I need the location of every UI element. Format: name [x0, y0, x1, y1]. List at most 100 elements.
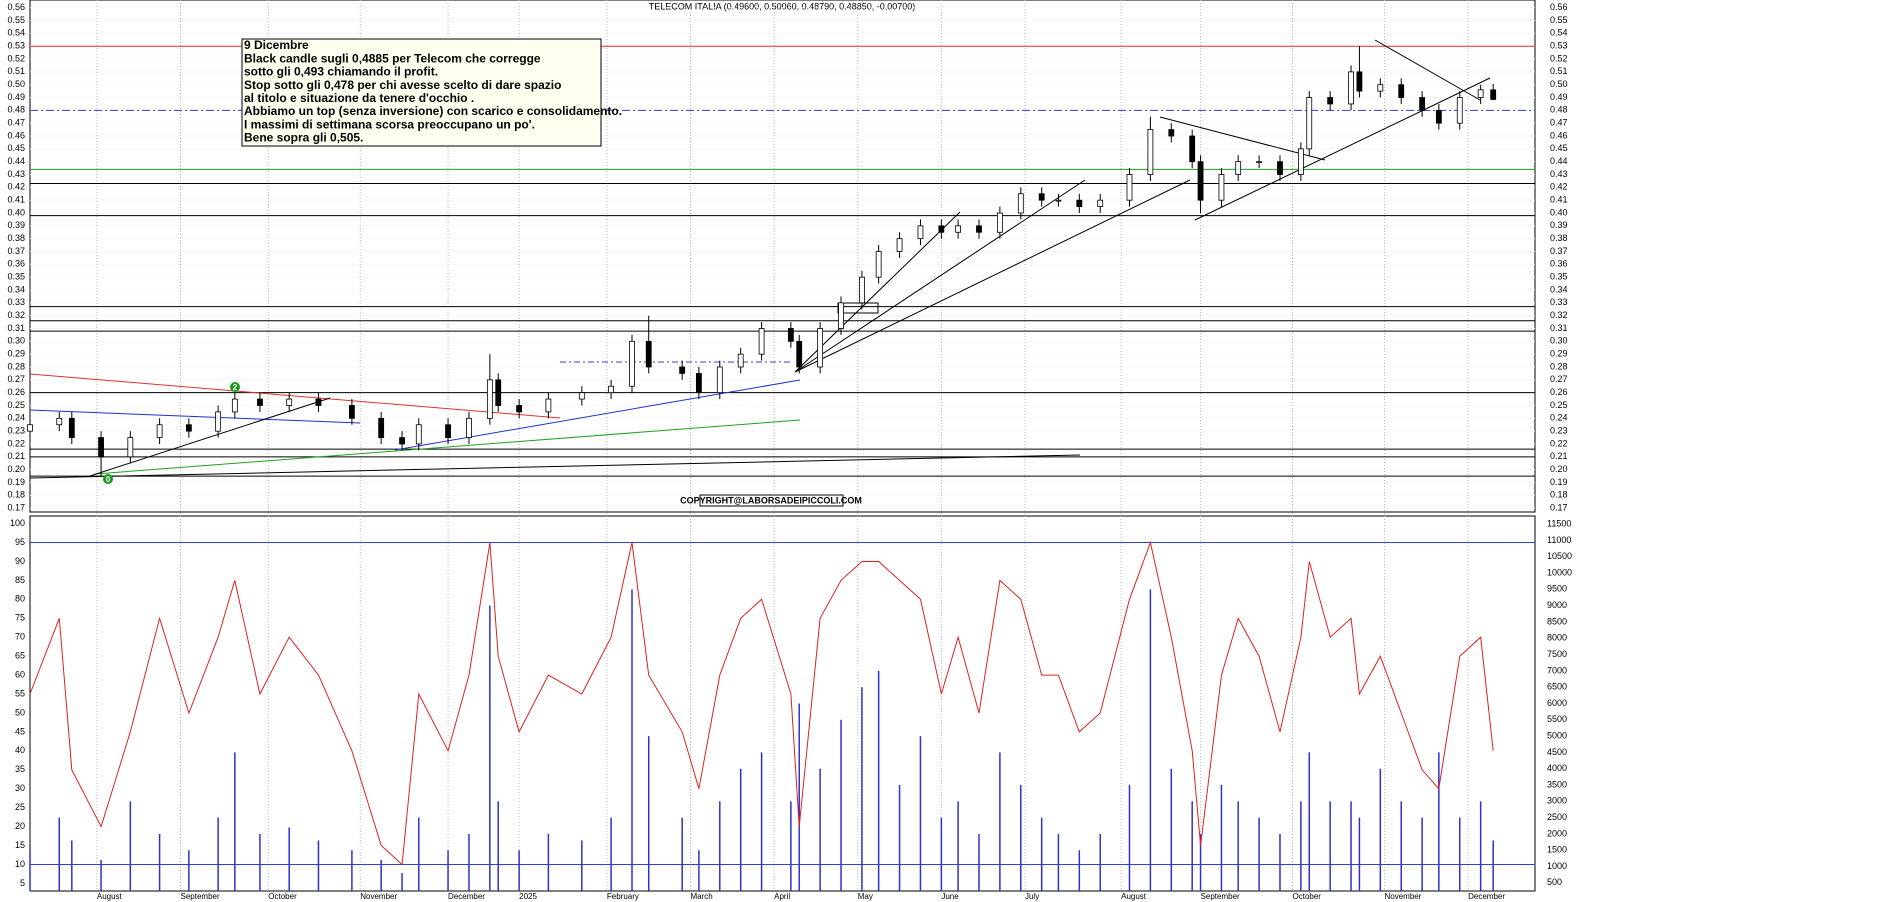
y2-tick-label: 3000: [1547, 796, 1567, 806]
candle-body: [917, 225, 924, 240]
y-tick-label: 0.42: [7, 182, 25, 192]
y-tick-label: 0.52: [7, 53, 25, 63]
y-tick-label: 45: [15, 726, 25, 736]
y-tick-label: 0.22: [1550, 438, 1568, 448]
x-tick-label: October: [268, 892, 297, 901]
candle-body: [608, 385, 614, 394]
y-tick-label: 25: [15, 802, 25, 812]
y-tick-label: 0.37: [7, 246, 25, 256]
candle-body: [349, 405, 355, 419]
y-tick-label: 0.26: [7, 387, 25, 397]
x-tick-label: May: [858, 892, 873, 901]
y-tick-label: 0.18: [1550, 490, 1568, 500]
y-tick-label: 0.37: [1550, 246, 1568, 256]
y-tick-label: 0.29: [1550, 349, 1568, 359]
trendline: [29, 373, 561, 419]
y2-tick-label: 2500: [1547, 812, 1567, 822]
y-tick-label: 65: [15, 651, 25, 661]
annotation-line: Abbiamo un top (senza inversione) con sc…: [244, 104, 622, 118]
y-tick-label: 0.24: [7, 413, 25, 423]
y-tick-label: 0.46: [7, 130, 25, 140]
y2-tick-label: 6500: [1547, 682, 1567, 692]
candle-body: [185, 424, 192, 432]
candle-body: [286, 398, 293, 406]
x-tick-label: April: [774, 892, 790, 901]
x-tick-label: December: [448, 892, 485, 901]
y-tick-label: 0.51: [7, 66, 25, 76]
y-tick-label: 20: [15, 821, 25, 831]
candle-body: [445, 424, 451, 438]
y-tick-label: 0.53: [7, 41, 25, 51]
y-tick-label: 0.51: [1550, 66, 1568, 76]
x-tick-label: September: [181, 892, 220, 901]
candle-body: [466, 417, 472, 438]
candle-body: [257, 398, 263, 406]
y-tick-label: 0.39: [7, 220, 25, 230]
y-tick-label: 0.19: [1550, 477, 1568, 487]
trendline: [89, 397, 331, 477]
candle-body: [545, 398, 552, 413]
x-tick-label: February: [607, 892, 639, 901]
trendline: [794, 179, 1191, 373]
candle-body: [796, 340, 803, 368]
y-tick-label: 0.45: [1550, 143, 1568, 153]
y2-tick-label: 9500: [1547, 584, 1567, 594]
candle-body: [486, 379, 493, 419]
candle-body: [415, 424, 422, 445]
candle-body: [1356, 71, 1363, 92]
y2-tick-label: 4500: [1547, 747, 1567, 757]
x-tick-label: June: [941, 892, 959, 901]
y-tick-label: 35: [15, 764, 25, 774]
y-tick-label: 55: [15, 688, 25, 698]
indicator-panel: [29, 515, 1536, 892]
y-tick-label: 0.33: [7, 297, 25, 307]
candle-body: [679, 366, 686, 374]
candle-body: [1419, 97, 1426, 111]
candle-body: [896, 238, 903, 252]
y-tick-label: 0.55: [1550, 15, 1568, 25]
price-panel: [29, 0, 1536, 513]
candle-body: [1490, 89, 1497, 100]
trendline: [1194, 77, 1491, 221]
candle-body: [938, 225, 945, 233]
y-tick-label: 0.20: [7, 464, 25, 474]
y-tick-label: 0.48: [7, 105, 25, 115]
trendline: [1159, 116, 1326, 161]
y-tick-label: 0.31: [1550, 323, 1568, 333]
y-tick-label: 0.36: [7, 259, 25, 269]
candle-body: [1147, 129, 1154, 175]
y-tick-label: 0.47: [1550, 118, 1568, 128]
x-tick-label: November: [360, 892, 397, 901]
candle-body: [645, 340, 652, 368]
trendline: [94, 419, 801, 475]
y2-tick-label: 2000: [1547, 828, 1567, 838]
y-tick-label: 0.25: [7, 400, 25, 410]
y2-tick-label: 7500: [1547, 649, 1567, 659]
annotation-box: [241, 38, 602, 147]
candle-body: [1306, 97, 1313, 150]
y2-tick-label: 6000: [1547, 698, 1567, 708]
y-tick-label: 0.54: [7, 28, 25, 38]
candle-body: [1055, 199, 1062, 202]
y-tick-label: 0.31: [7, 323, 25, 333]
y-tick-label: 0.44: [1550, 156, 1568, 166]
y-tick-label: 0.42: [1550, 182, 1568, 192]
y-tick-label: 0.27: [1550, 374, 1568, 384]
candle-body: [1456, 97, 1463, 124]
trendline: [29, 454, 1081, 479]
candle-body: [737, 353, 744, 368]
candle-body: [976, 225, 982, 233]
x-tick-label: October: [1293, 892, 1322, 901]
y-tick-label: 0.22: [7, 438, 25, 448]
y-tick-label: 0.39: [1550, 220, 1568, 230]
y2-tick-label: 11000: [1547, 535, 1571, 545]
y-tick-label: 0.43: [7, 169, 25, 179]
y-tick-label: 0.41: [7, 195, 25, 205]
y-tick-label: 30: [15, 783, 25, 793]
y-tick-label: 70: [15, 632, 25, 642]
candle-body: [1256, 161, 1262, 164]
y-tick-label: 0.50: [1550, 79, 1568, 89]
candle-body: [1218, 174, 1225, 201]
y-tick-label: 95: [15, 537, 25, 547]
